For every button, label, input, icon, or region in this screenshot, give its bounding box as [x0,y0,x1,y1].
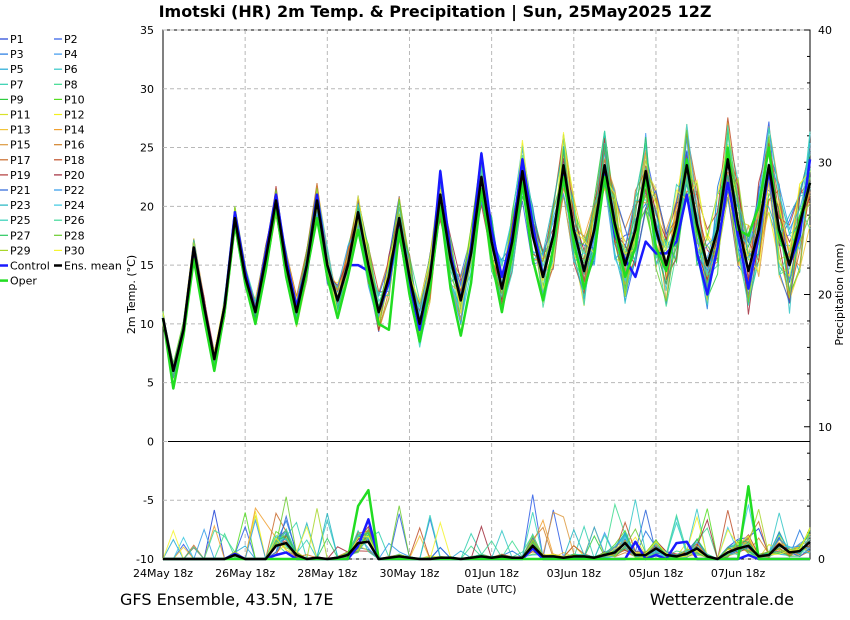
legend-label: P8 [64,78,78,91]
y-tick-label: 15 [140,259,154,272]
legend-label: P28 [64,229,85,242]
legend-label: P22 [64,184,85,197]
legend-label: P5 [10,63,24,76]
x-tick-label: 05Jun 18z [629,567,684,580]
y-tick-label: -5 [143,494,154,507]
legend-label: P4 [64,48,78,61]
legend-label: P11 [10,109,31,122]
legend-label: P3 [10,48,24,61]
legend-label: P14 [64,124,85,137]
precip-line-oper [163,485,810,561]
y-tick-label: 20 [140,200,154,213]
legend-label: P9 [10,93,24,106]
y-tick-label: 5 [147,377,154,390]
right-tick-label: 0 [818,553,825,566]
y-axis-label-right: Precipitation (mm) [833,243,846,345]
member-precip-line-p6 [163,499,811,560]
legend-label: Oper [10,275,37,288]
y-tick-label: 35 [140,24,154,37]
x-tick-label: 03Jun 18z [547,567,602,580]
legend-label: P26 [64,214,85,227]
legend-label: P24 [64,199,85,212]
legend-label: P1 [10,33,24,46]
x-tick-label: 07Jun 18z [711,567,766,580]
legend-label: P21 [10,184,31,197]
chart-title: Imotski (HR) 2m Temp. & Precipitation | … [159,2,712,22]
legend-label: P2 [64,33,78,46]
member-precip-line-p2 [163,494,811,560]
x-tick-label: 24May 18z [133,567,193,580]
y-axis-label: 2m Temp. (°C) [125,255,138,334]
legend-label: P25 [10,214,31,227]
legend: P1 P2 P3 P4 P5 P6 P7 P8 P9 P10 P11 P12 P13 P14 P15 P16 P… [0,33,122,288]
legend-label: P30 [64,244,85,257]
temp-line-ens-mean [161,158,812,373]
legend-label: P7 [10,78,24,91]
y-tick-label: 30 [140,83,154,96]
right-tick-label: 20 [818,289,832,302]
legend-label: P17 [10,154,31,167]
legend-label: Ens. mean [64,260,122,273]
precip-line-ens-mean [163,540,811,561]
y-tick-label: 25 [140,142,154,155]
x-tick-label: 30May 18z [379,567,439,580]
footer-model-info: GFS Ensemble, 43.5N, 17E [120,590,333,609]
legend-label: P10 [64,93,85,106]
legend-label: P20 [64,169,85,182]
right-tick-label: 40 [818,24,832,37]
y-tick-label: 10 [140,318,154,331]
legend-label: P16 [64,139,85,152]
legend-label: P19 [10,169,31,182]
legend-label: P12 [64,109,85,122]
x-tick-label: 01Jun 18z [464,567,519,580]
right-tick-label: 30 [818,156,832,169]
legend-label: Control [10,260,50,273]
legend-label: P27 [10,229,31,242]
right-tick-label: 10 [818,421,832,434]
x-tick-label: 26May 18z [215,567,275,580]
x-tick-label: 28May 18z [297,567,357,580]
legend-label: P29 [10,244,31,257]
footer-brand: Wetterzentrale.de [650,590,794,609]
y-tick-label: -10 [136,553,154,566]
legend-label: P15 [10,139,31,152]
member-precip-line-p28 [163,496,811,560]
legend-label: P18 [64,154,85,167]
legend-label: P6 [64,63,78,76]
legend-label: P13 [10,124,31,137]
x-axis-label: Date (UTC) [456,583,516,596]
legend-label: P23 [10,199,31,212]
y-tick-label: 0 [147,435,154,448]
